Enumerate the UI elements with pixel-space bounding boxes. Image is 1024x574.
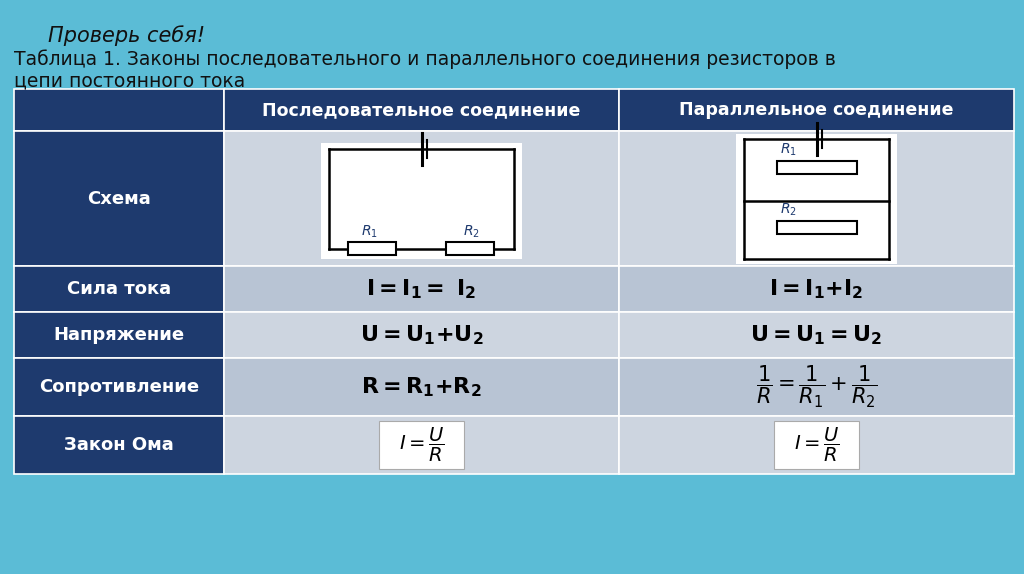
- Text: Проверь себя!: Проверь себя!: [48, 25, 205, 46]
- Text: $R_1$: $R_1$: [780, 141, 798, 157]
- Bar: [321, 142, 522, 258]
- Bar: [224, 416, 618, 474]
- Text: цепи постоянного тока: цепи постоянного тока: [14, 71, 246, 90]
- Bar: [379, 421, 464, 469]
- Bar: [224, 131, 618, 266]
- Text: Последовательное соединение: Последовательное соединение: [262, 101, 581, 119]
- Bar: [14, 266, 224, 312]
- Bar: [224, 312, 618, 358]
- Text: $I = \dfrac{U}{R}$: $I = \dfrac{U}{R}$: [398, 426, 444, 464]
- Bar: [776, 161, 856, 174]
- Bar: [224, 266, 618, 312]
- Bar: [14, 89, 224, 131]
- Text: Схема: Схема: [87, 189, 151, 207]
- Text: Сопротивление: Сопротивление: [39, 378, 199, 396]
- Text: $\mathbf{R{=}R_1{+}R_2}$: $\mathbf{R{=}R_1{+}R_2}$: [361, 375, 482, 399]
- Bar: [618, 131, 1014, 266]
- Bar: [618, 266, 1014, 312]
- Text: $\mathbf{U{=}U_1{+}U_2}$: $\mathbf{U{=}U_1{+}U_2}$: [359, 323, 483, 347]
- Bar: [618, 89, 1014, 131]
- Text: Параллельное соединение: Параллельное соединение: [679, 101, 953, 119]
- Bar: [14, 358, 224, 416]
- Bar: [14, 416, 224, 474]
- Bar: [618, 358, 1014, 416]
- Text: Напряжение: Напряжение: [53, 326, 184, 344]
- Text: $\mathbf{I{=}I_1{=}\ I_2}$: $\mathbf{I{=}I_1{=}\ I_2}$: [367, 277, 476, 301]
- Bar: [774, 421, 859, 469]
- Bar: [224, 89, 618, 131]
- Text: Закон Ома: Закон Ома: [65, 436, 174, 454]
- Bar: [14, 312, 224, 358]
- Text: $\mathbf{U{=}U_1{=}U_2}$: $\mathbf{U{=}U_1{=}U_2}$: [751, 323, 883, 347]
- Bar: [776, 221, 856, 234]
- Text: $I = \dfrac{U}{R}$: $I = \dfrac{U}{R}$: [794, 426, 840, 464]
- Text: $\dfrac{1}{R} = \dfrac{1}{R_1} + \dfrac{1}{R_2}$: $\dfrac{1}{R} = \dfrac{1}{R_1} + \dfrac{…: [756, 364, 878, 410]
- Bar: [445, 242, 494, 255]
- Text: $\mathbf{I{=}I_1{+}I_2}$: $\mathbf{I{=}I_1{+}I_2}$: [769, 277, 863, 301]
- Text: $R_1$: $R_1$: [361, 223, 378, 239]
- Text: $R_2$: $R_2$: [780, 201, 798, 218]
- Bar: [618, 416, 1014, 474]
- Bar: [347, 242, 395, 255]
- Bar: [224, 358, 618, 416]
- Bar: [736, 134, 897, 263]
- Text: $R_2$: $R_2$: [463, 223, 480, 239]
- Text: Сила тока: Сила тока: [67, 280, 171, 298]
- Bar: [618, 312, 1014, 358]
- Bar: [14, 131, 224, 266]
- Text: Таблица 1. Законы последовательного и параллельного соединения резисторов в: Таблица 1. Законы последовательного и па…: [14, 49, 836, 69]
